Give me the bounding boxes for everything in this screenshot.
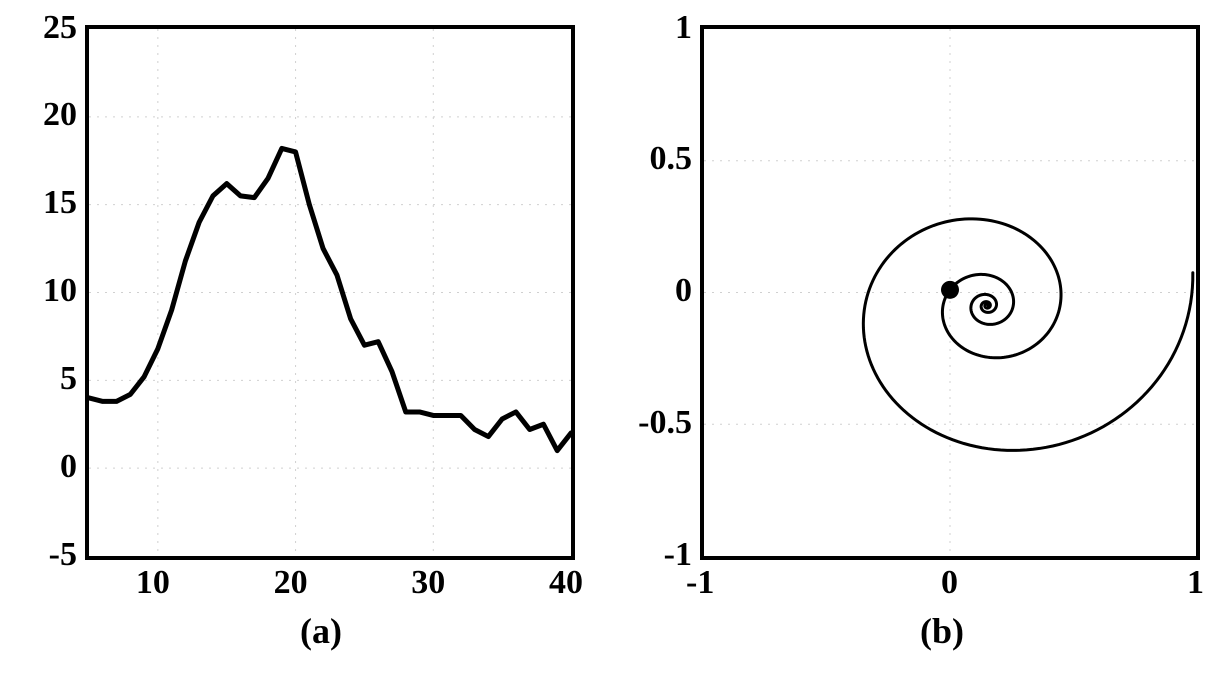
panel-b-caption: (b) [920,610,964,652]
panel-b-xtick: 1 [1187,564,1204,602]
panel-b-xtick: -1 [686,564,714,602]
panel-b-ytick: 0.5 [650,140,693,178]
panel-b-svg [704,29,1196,556]
panel-b-ytick: -0.5 [638,404,692,442]
figure: -50510152025 10203040 (a) -1-0.500.51 -1… [0,0,1223,677]
panel-b-ytick: 1 [675,9,692,47]
panel-b-xtick: 0 [941,564,958,602]
panel-b: -1-0.500.51 -101 (b) [0,0,1223,677]
panel-b-plotbox [700,25,1200,560]
panel-b-ytick: 0 [675,272,692,310]
